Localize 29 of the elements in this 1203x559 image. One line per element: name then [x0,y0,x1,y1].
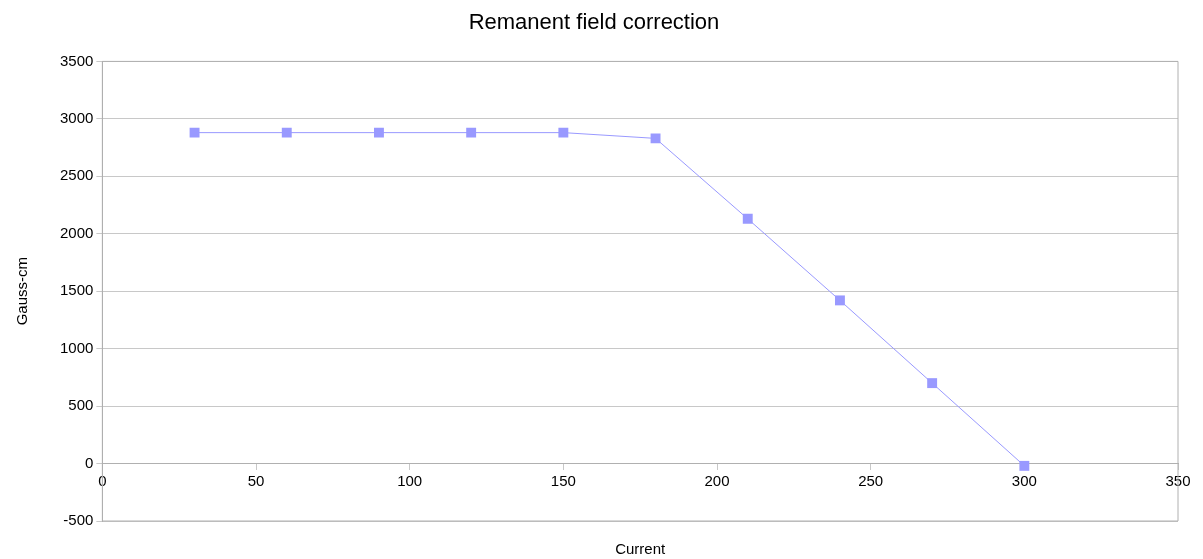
y-tick-label: 1000 [59,338,94,356]
x-tick-label: 150 [550,471,576,489]
x-tick-label: 50 [247,471,265,489]
y-tick-label: 1500 [59,281,94,299]
x-tick-label: 200 [704,471,730,489]
point [927,378,938,389]
y-tick-label: 2000 [59,223,94,241]
x-tick-label: 250 [858,471,884,489]
y-tick-label: -500 [63,511,94,529]
x-tick-label: 300 [1011,471,1037,489]
y-axis-title: Gauss-cm [13,257,31,326]
point [558,127,569,138]
point [281,127,292,138]
point [466,127,477,138]
point [835,295,845,306]
point [189,127,200,138]
x-tick-label: 350 [1165,471,1191,489]
y-tick-label: 3000 [59,108,94,126]
y-tick-label: 500 [68,396,94,414]
y-tick-label: 0 [85,453,94,471]
x-axis-title: Current [615,539,667,557]
point [650,133,661,144]
point [374,127,384,138]
x-tick-label: 100 [397,471,423,489]
point [742,213,753,224]
y-tick-label: 3500 [59,51,94,69]
y-tick-label: 2500 [59,166,94,184]
point [1019,460,1030,471]
chart-title: Remanent field correction [468,9,720,35]
